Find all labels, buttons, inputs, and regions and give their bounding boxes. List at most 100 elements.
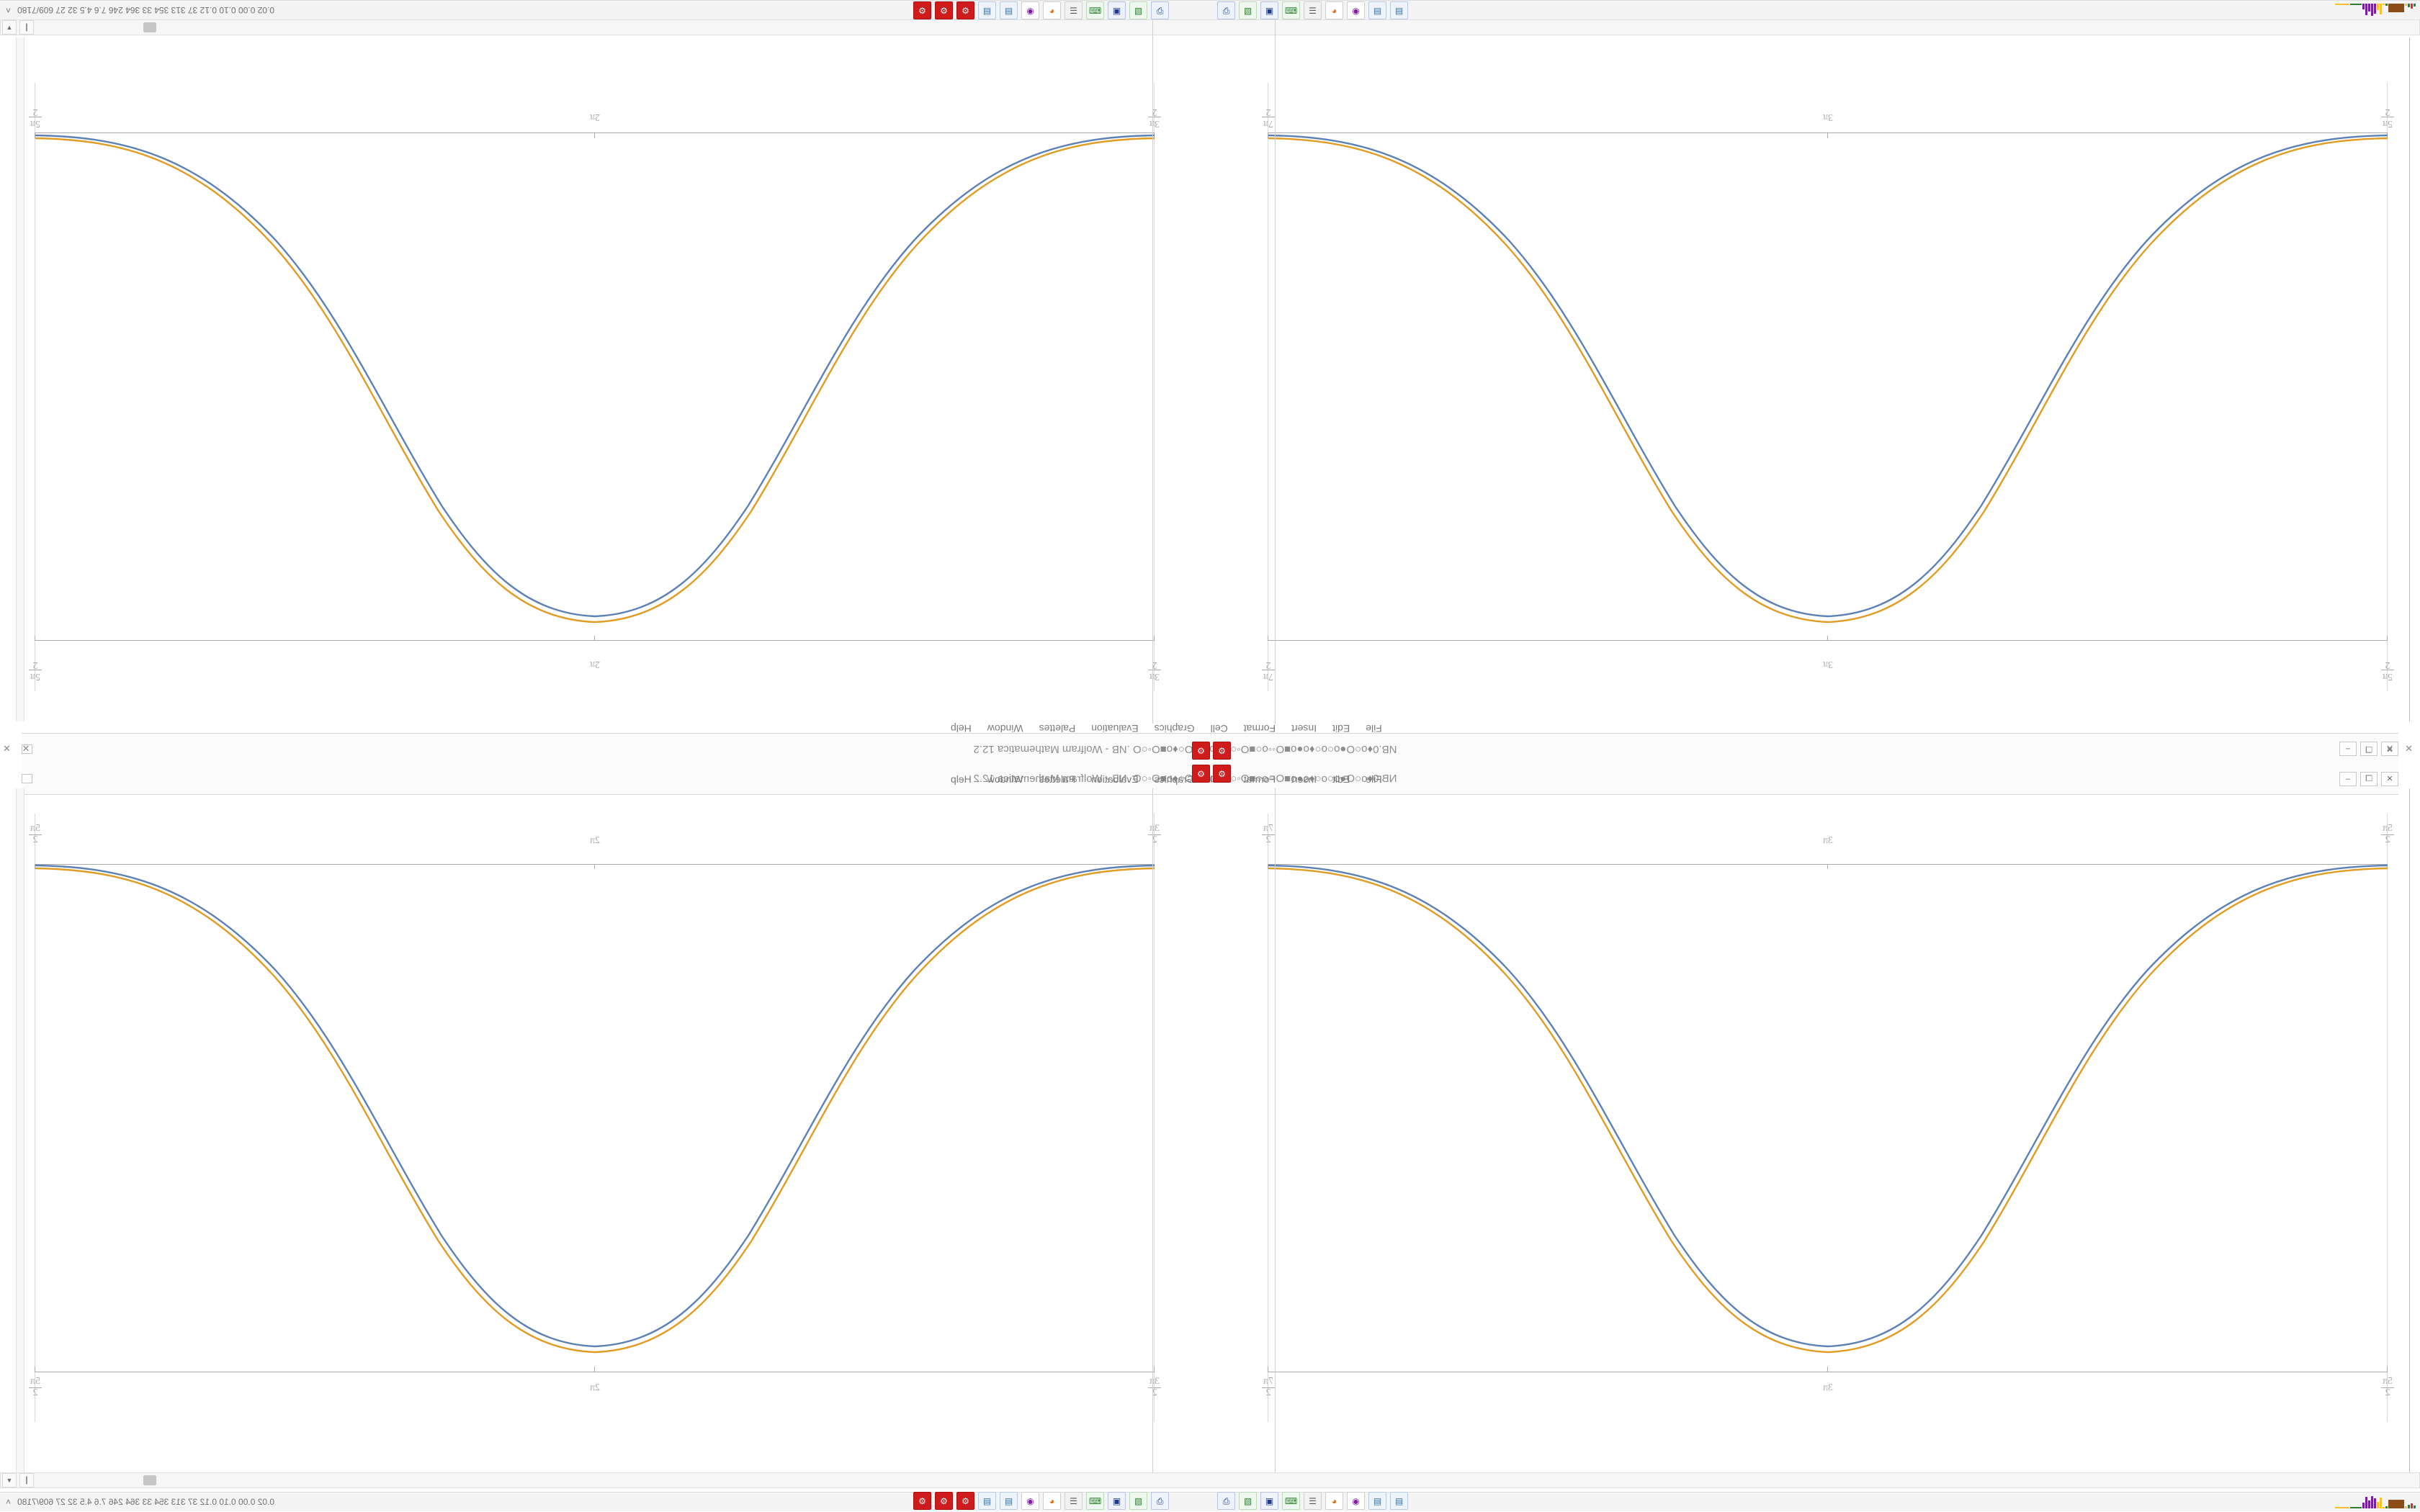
menu-item-palettes[interactable]: Palettes <box>1039 723 1076 734</box>
scroll-up-arrow-icon[interactable]: ▲ <box>2 20 17 35</box>
menu-item-graphics[interactable]: Graphics <box>1154 723 1195 734</box>
printer-icon[interactable]: ⎙ <box>1151 1 1169 19</box>
notebook-cell-bracket-top[interactable] <box>2409 37 2410 721</box>
toolbar-icons-bottom-left[interactable]: ⚙ ⚙ ⚙ ▤ ▤ ◉ ◕ ☰ ⌨ ▣ ▧ ⎙ <box>913 1492 1169 1510</box>
save-disk-icon[interactable]: ▣ <box>1108 1 1126 19</box>
document-icon-b[interactable]: ☰ <box>1065 1492 1083 1510</box>
settings-gear-icon[interactable]: ⚙ <box>1192 742 1210 760</box>
panel-close-handles-left[interactable]: ✕ ✕ <box>3 743 35 754</box>
toolbar-icons-top-right[interactable]: ⎙ ▧ ▣ ⌨ ☰ ◕ ◉ ▤ ▤ <box>1217 1 1408 19</box>
menu-item-insert[interactable]: Insert <box>1291 723 1317 734</box>
calculator-icon-bm2[interactable]: ▤ <box>1390 1492 1408 1510</box>
window-controls-bottom[interactable]: ✕ ❐ – <box>2334 771 2398 786</box>
settings-gear-icon-b[interactable]: ⚙ <box>913 1492 931 1510</box>
notebook-cell-bracket-bottom[interactable] <box>2409 788 2410 1480</box>
maximize-icon[interactable]: ❐ <box>2360 771 2378 786</box>
settings-gear-icon-b2[interactable]: ⚙ <box>935 1492 953 1510</box>
printer-icon-bm[interactable]: ⎙ <box>1217 1492 1235 1510</box>
curve-series-2 <box>35 867 1155 1354</box>
browser-globe-icon-bm[interactable]: ◉ <box>1347 1492 1365 1510</box>
scroll-thumb-bottom[interactable] <box>143 1475 156 1485</box>
settings-gear-icon-2[interactable]: ⚙ <box>935 1 953 19</box>
browser-globe-icon-b[interactable]: ◉ <box>1021 1492 1039 1510</box>
monitor-icon-m[interactable]: ▧ <box>1239 1 1257 19</box>
plot-bottom-right[interactable]: 5π 2 3π 7π 2 5π 2 3π 7π 2 <box>1261 814 2395 1422</box>
calculator-icon-m[interactable]: ▤ <box>1368 1 1386 19</box>
menubar-bottom[interactable]: File Edit Insert Format Cell Graphics Ev… <box>951 770 1382 788</box>
menu-item-file[interactable]: File <box>1366 773 1382 785</box>
settings-gear-icon-4[interactable]: ⚙ <box>1213 765 1231 783</box>
printer-icon-b[interactable]: ⎙ <box>1151 1492 1169 1510</box>
settings-gear-icon-b3[interactable]: ⚙ <box>956 1492 974 1510</box>
menu-item-help[interactable]: Help <box>951 773 972 785</box>
menu-item-edit[interactable]: Edit <box>1332 773 1350 785</box>
monitor-icon-bm[interactable]: ▧ <box>1239 1492 1257 1510</box>
menu-item-file[interactable]: File <box>1366 723 1382 734</box>
monitor-icon-b[interactable]: ▧ <box>1129 1492 1147 1510</box>
document-icon-m[interactable]: ☰ <box>1304 1 1322 19</box>
menu-item-graphics[interactable]: Graphics <box>1154 773 1195 785</box>
system-tray-strip-bottom[interactable]: 0.02 0.00 0.10 0.12 37 313 354 33 364 24… <box>0 1492 2420 1511</box>
menu-item-cell[interactable]: Cell <box>1210 723 1228 734</box>
menu-item-help[interactable]: Help <box>951 723 972 734</box>
maximize-icon[interactable]: ❐ <box>2360 742 2378 757</box>
calculator-icon-2[interactable]: ▤ <box>1000 1 1018 19</box>
document-icon-bm[interactable]: ☰ <box>1304 1492 1322 1510</box>
firefox-icon-b[interactable]: ◕ <box>1043 1492 1061 1510</box>
menu-item-insert[interactable]: Insert <box>1291 773 1317 785</box>
firefox-icon-bm[interactable]: ◕ <box>1325 1492 1343 1510</box>
menu-item-evaluation[interactable]: Evaluation <box>1091 773 1139 785</box>
menubar-top[interactable]: File Edit Insert Format Cell Graphics Ev… <box>951 720 1382 737</box>
printer-icon-m[interactable]: ⎙ <box>1217 1 1235 19</box>
settings-gear-icon-3[interactable]: ⚙ <box>1192 765 1210 783</box>
calculator-icon-bm[interactable]: ▤ <box>1368 1492 1386 1510</box>
tray-chevron-icon[interactable]: ˄ <box>6 5 12 15</box>
settings-gear-icon-2[interactable]: ⚙ <box>1213 742 1231 760</box>
system-tray-strip-top[interactable]: 0.02 0.00 0.10 0.12 37 313 354 33 364 24… <box>0 0 2420 19</box>
terminal-icon-b[interactable]: ⌨ <box>1086 1492 1104 1510</box>
calculator-icon-m2[interactable]: ▤ <box>1390 1 1408 19</box>
scroll-down-arrow-icon[interactable]: ▼ <box>2 1473 17 1488</box>
toolbar-icons-top-left[interactable]: ⚙ ⚙ ⚙ ▤ ▤ ◉ ◕ ☰ ⌨ ▣ ▧ ⎙ <box>913 1 1169 19</box>
tray-chevron-icon-bottom[interactable]: ˄ <box>6 1497 12 1507</box>
scroll-split-handle-bottom[interactable]: ┃ <box>19 1473 34 1488</box>
firefox-icon-m[interactable]: ◕ <box>1325 1 1343 19</box>
scroll-thumb[interactable] <box>143 22 156 32</box>
plot-top-left[interactable]: 3π 2 2π 5π 2 3π 2 2π 5π 2 <box>28 83 1162 691</box>
settings-gear-icon[interactable]: ⚙ <box>913 1 931 19</box>
calculator-icon-b[interactable]: ▤ <box>978 1492 996 1510</box>
browser-globe-icon[interactable]: ◉ <box>1021 1 1039 19</box>
scroll-split-handle[interactable]: ┃ <box>19 20 34 35</box>
close-icon[interactable]: ✕ <box>2381 771 2398 786</box>
save-disk-icon-b[interactable]: ▣ <box>1108 1492 1126 1510</box>
notebook-scrollbar-bottom[interactable]: ▼ ┃ <box>0 1472 2420 1488</box>
minimize-icon[interactable]: – <box>2339 742 2357 757</box>
menu-item-palettes[interactable]: Palettes <box>1039 773 1076 785</box>
center-gear-group-top[interactable]: ⚙ ⚙ <box>1192 742 1231 760</box>
plot-top-right[interactable]: 5π 2 3π 7π 2 5π 2 3π 7π 2 <box>1261 83 2395 691</box>
firefox-icon[interactable]: ◕ <box>1043 1 1061 19</box>
settings-gear-icon-3[interactable]: ⚙ <box>956 1 974 19</box>
menu-item-format[interactable]: Format <box>1243 723 1276 734</box>
document-icon[interactable]: ☰ <box>1065 1 1083 19</box>
calculator-icon-b2[interactable]: ▤ <box>1000 1492 1018 1510</box>
terminal-icon[interactable]: ⌨ <box>1086 1 1104 19</box>
menu-item-evaluation[interactable]: Evaluation <box>1091 723 1139 734</box>
terminal-icon-m[interactable]: ⌨ <box>1282 1 1300 19</box>
notebook-scrollbar-top[interactable]: ▲ ┃ <box>0 19 2420 35</box>
plot-bottom-left[interactable]: 3π 2 2π 5π 2 3π 2 2π 5π 2 <box>28 814 1162 1422</box>
save-disk-icon-m[interactable]: ▣ <box>1260 1 1278 19</box>
toolbar-icons-bottom-right[interactable]: ⎙ ▧ ▣ ⌨ ☰ ◕ ◉ ▤ ▤ <box>1217 1492 1408 1510</box>
minimize-icon[interactable]: – <box>2339 771 2357 786</box>
menu-item-window[interactable]: Window <box>987 723 1023 734</box>
menu-item-window[interactable]: Window <box>987 773 1023 785</box>
monitor-icon[interactable]: ▧ <box>1129 1 1147 19</box>
center-gear-group-bottom[interactable]: ⚙ ⚙ <box>1192 765 1231 783</box>
menu-item-edit[interactable]: Edit <box>1332 723 1350 734</box>
save-disk-icon-bm[interactable]: ▣ <box>1260 1492 1278 1510</box>
browser-globe-icon-m[interactable]: ◉ <box>1347 1 1365 19</box>
panel-close-handles-right[interactable]: ✕ ✕ <box>2385 743 2417 754</box>
calculator-icon[interactable]: ▤ <box>978 1 996 19</box>
menu-item-format[interactable]: Format <box>1243 773 1276 785</box>
terminal-icon-bm[interactable]: ⌨ <box>1282 1492 1300 1510</box>
